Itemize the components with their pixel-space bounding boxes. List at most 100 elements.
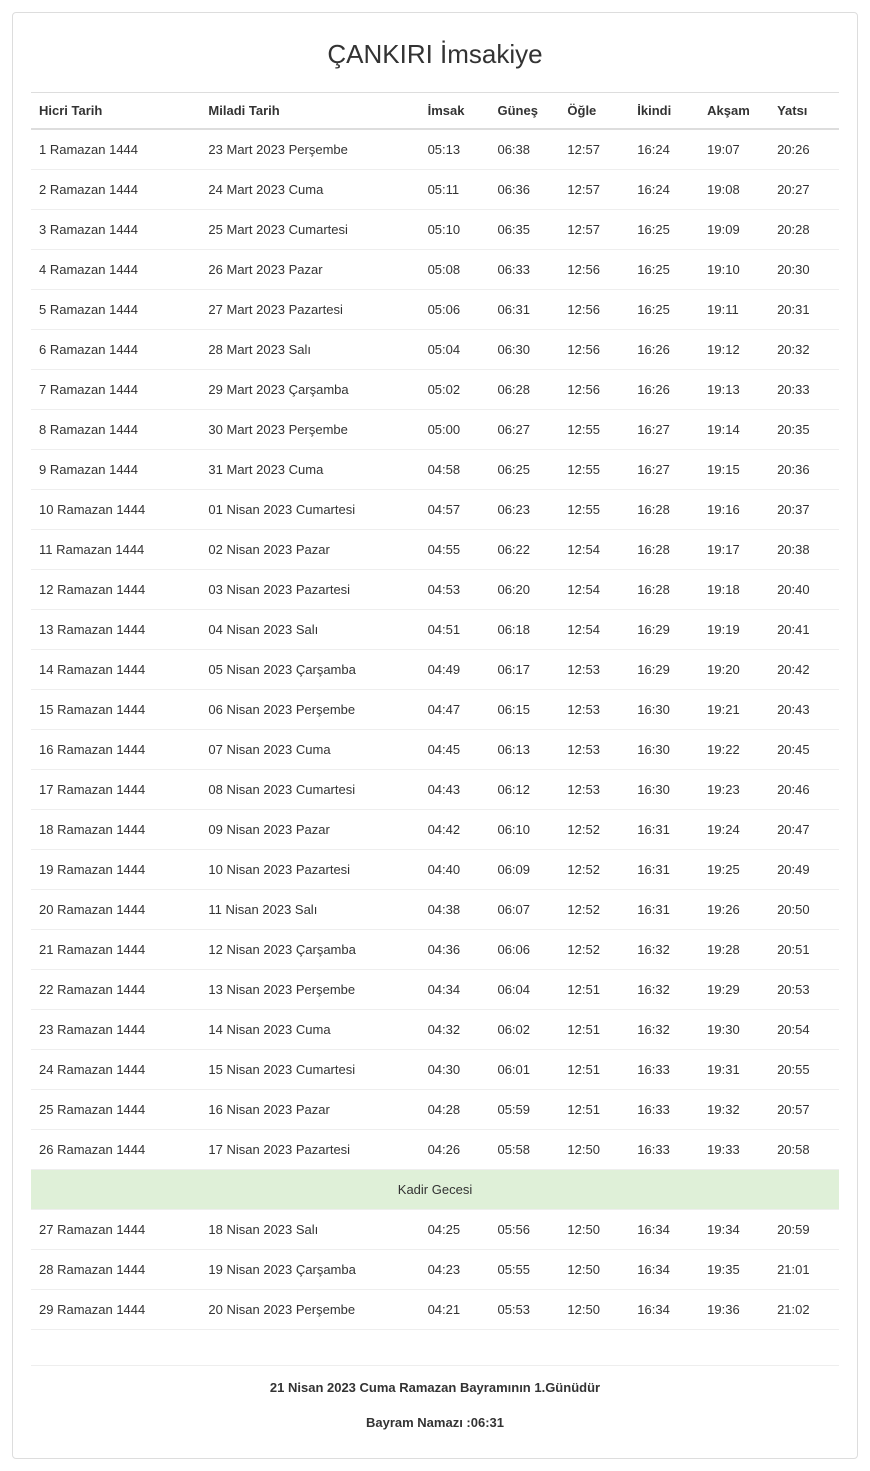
table-cell: 06:25 bbox=[489, 450, 559, 490]
table-cell: 13 Ramazan 1444 bbox=[31, 610, 200, 650]
table-row: 26 Ramazan 144417 Nisan 2023 Pazartesi04… bbox=[31, 1130, 839, 1170]
table-cell: 12:50 bbox=[559, 1250, 629, 1290]
table-cell: 07 Nisan 2023 Cuma bbox=[200, 730, 419, 770]
table-cell: 19:30 bbox=[699, 1010, 769, 1050]
table-cell: 16:33 bbox=[629, 1130, 699, 1170]
table-row: 11 Ramazan 144402 Nisan 2023 Pazar04:550… bbox=[31, 530, 839, 570]
col-aksam: Akşam bbox=[699, 93, 769, 130]
table-cell: 13 Nisan 2023 Perşembe bbox=[200, 970, 419, 1010]
table-header-row: Hicri Tarih Miladi Tarih İmsak Güneş Öğl… bbox=[31, 93, 839, 130]
table-cell: 11 Ramazan 1444 bbox=[31, 530, 200, 570]
table-cell: 05:04 bbox=[420, 330, 490, 370]
table-cell: 9 Ramazan 1444 bbox=[31, 450, 200, 490]
table-row: 15 Ramazan 144406 Nisan 2023 Perşembe04:… bbox=[31, 690, 839, 730]
table-cell: 20:46 bbox=[769, 770, 839, 810]
table-row: 8 Ramazan 144430 Mart 2023 Perşembe05:00… bbox=[31, 410, 839, 450]
table-cell: 06:27 bbox=[489, 410, 559, 450]
table-cell: 17 Nisan 2023 Pazartesi bbox=[200, 1130, 419, 1170]
table-cell: 04:26 bbox=[420, 1130, 490, 1170]
table-cell: 20:53 bbox=[769, 970, 839, 1010]
table-cell: 12:52 bbox=[559, 890, 629, 930]
table-cell: 21:02 bbox=[769, 1290, 839, 1330]
table-cell: 12:51 bbox=[559, 1090, 629, 1130]
table-cell: 16:29 bbox=[629, 610, 699, 650]
table-cell: 10 Ramazan 1444 bbox=[31, 490, 200, 530]
table-cell: 12:52 bbox=[559, 850, 629, 890]
table-cell: 20:31 bbox=[769, 290, 839, 330]
table-cell: 14 Ramazan 1444 bbox=[31, 650, 200, 690]
table-cell: 19 Ramazan 1444 bbox=[31, 850, 200, 890]
table-cell: 06:18 bbox=[489, 610, 559, 650]
col-hicri: Hicri Tarih bbox=[31, 93, 200, 130]
table-row: 22 Ramazan 144413 Nisan 2023 Perşembe04:… bbox=[31, 970, 839, 1010]
table-cell: 16:34 bbox=[629, 1250, 699, 1290]
table-cell: 19:08 bbox=[699, 170, 769, 210]
table-cell: 04:30 bbox=[420, 1050, 490, 1090]
table-cell: 16:24 bbox=[629, 129, 699, 170]
table-cell: 24 Mart 2023 Cuma bbox=[200, 170, 419, 210]
table-cell: 20:27 bbox=[769, 170, 839, 210]
table-cell: 19:20 bbox=[699, 650, 769, 690]
table-cell: 12:57 bbox=[559, 210, 629, 250]
table-cell: 16:34 bbox=[629, 1210, 699, 1250]
table-cell: 16:24 bbox=[629, 170, 699, 210]
col-imsak: İmsak bbox=[420, 93, 490, 130]
table-cell: 20:51 bbox=[769, 930, 839, 970]
table-cell: 21 Ramazan 1444 bbox=[31, 930, 200, 970]
table-cell: 19:21 bbox=[699, 690, 769, 730]
table-cell: 19:25 bbox=[699, 850, 769, 890]
table-cell: 12:56 bbox=[559, 290, 629, 330]
table-cell: 06:02 bbox=[489, 1010, 559, 1050]
imsakiye-table: Hicri Tarih Miladi Tarih İmsak Güneş Öğl… bbox=[31, 92, 839, 1448]
table-cell: 01 Nisan 2023 Cumartesi bbox=[200, 490, 419, 530]
table-cell: 12:56 bbox=[559, 250, 629, 290]
table-cell: 19:13 bbox=[699, 370, 769, 410]
table-cell: 12:50 bbox=[559, 1130, 629, 1170]
table-cell: 04:53 bbox=[420, 570, 490, 610]
table-cell: 16:25 bbox=[629, 250, 699, 290]
table-cell: 12:51 bbox=[559, 1010, 629, 1050]
table-cell: 12:56 bbox=[559, 370, 629, 410]
table-cell: 25 Mart 2023 Cumartesi bbox=[200, 210, 419, 250]
table-cell: 19:14 bbox=[699, 410, 769, 450]
table-cell: 16:28 bbox=[629, 530, 699, 570]
table-row: 13 Ramazan 144404 Nisan 2023 Salı04:5106… bbox=[31, 610, 839, 650]
table-cell: 8 Ramazan 1444 bbox=[31, 410, 200, 450]
table-cell: 16:28 bbox=[629, 490, 699, 530]
table-cell: 16:29 bbox=[629, 650, 699, 690]
spacer-row bbox=[31, 1330, 839, 1366]
table-cell: 20:26 bbox=[769, 129, 839, 170]
table-cell: 24 Ramazan 1444 bbox=[31, 1050, 200, 1090]
table-cell: 16:27 bbox=[629, 410, 699, 450]
imsakiye-card: ÇANKIRI İmsakiye Hicri Tarih Miladi Tari… bbox=[12, 12, 858, 1459]
table-cell: 16:31 bbox=[629, 850, 699, 890]
table-cell: 20:45 bbox=[769, 730, 839, 770]
table-cell: 19:10 bbox=[699, 250, 769, 290]
table-cell: 19:29 bbox=[699, 970, 769, 1010]
table-cell: 06:31 bbox=[489, 290, 559, 330]
table-cell: 20:30 bbox=[769, 250, 839, 290]
table-cell: 16 Ramazan 1444 bbox=[31, 730, 200, 770]
table-cell: 06:07 bbox=[489, 890, 559, 930]
table-cell: 16:30 bbox=[629, 690, 699, 730]
table-cell: 05:55 bbox=[489, 1250, 559, 1290]
table-cell: 06:35 bbox=[489, 210, 559, 250]
table-cell: 04:21 bbox=[420, 1290, 490, 1330]
table-cell: 04:51 bbox=[420, 610, 490, 650]
table-cell: 16:26 bbox=[629, 370, 699, 410]
table-cell: 6 Ramazan 1444 bbox=[31, 330, 200, 370]
table-cell: 06:36 bbox=[489, 170, 559, 210]
col-miladi: Miladi Tarih bbox=[200, 93, 419, 130]
table-cell: 05:00 bbox=[420, 410, 490, 450]
table-cell: 05:56 bbox=[489, 1210, 559, 1250]
table-cell: 20 Ramazan 1444 bbox=[31, 890, 200, 930]
table-row: 18 Ramazan 144409 Nisan 2023 Pazar04:420… bbox=[31, 810, 839, 850]
table-cell: 03 Nisan 2023 Pazartesi bbox=[200, 570, 419, 610]
table-cell: 12:53 bbox=[559, 690, 629, 730]
table-cell: 3 Ramazan 1444 bbox=[31, 210, 200, 250]
table-cell: 19:22 bbox=[699, 730, 769, 770]
table-cell: 19:23 bbox=[699, 770, 769, 810]
table-cell: 09 Nisan 2023 Pazar bbox=[200, 810, 419, 850]
table-cell: 19:24 bbox=[699, 810, 769, 850]
table-cell: 16:32 bbox=[629, 970, 699, 1010]
